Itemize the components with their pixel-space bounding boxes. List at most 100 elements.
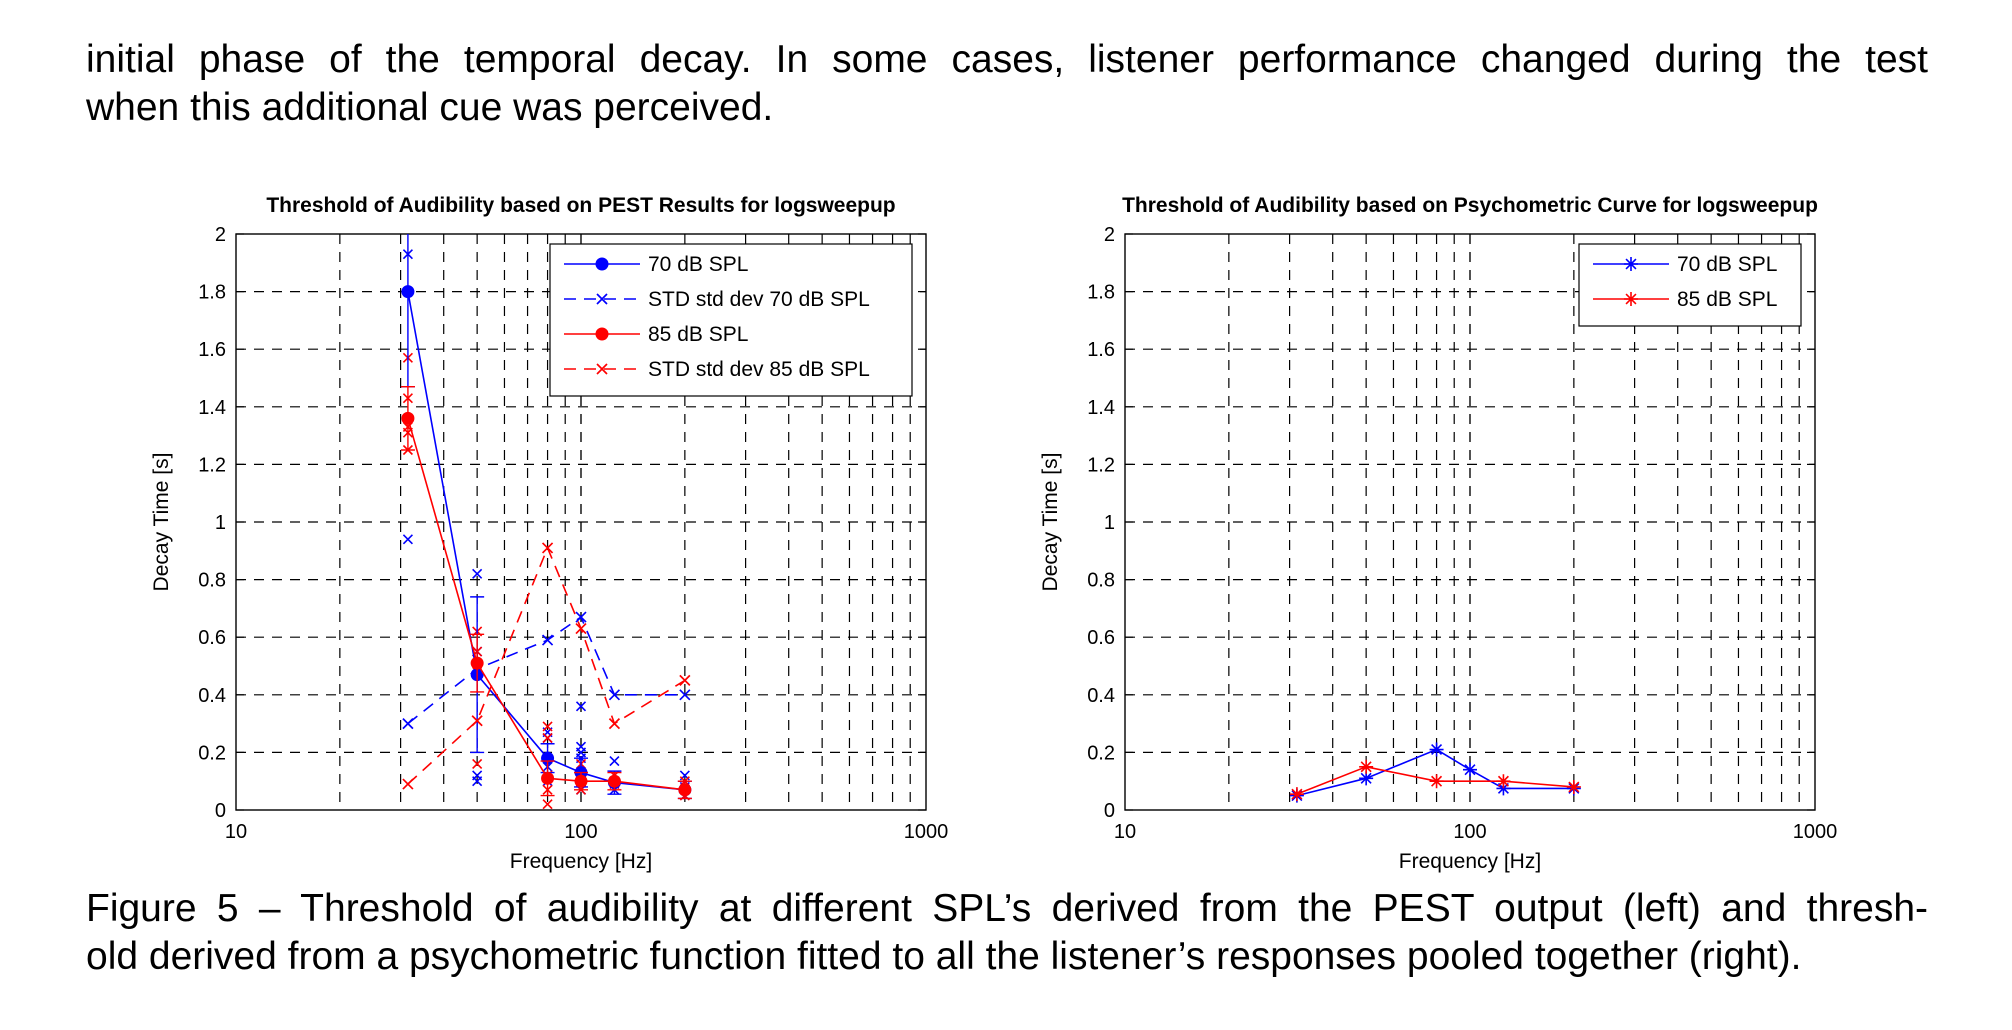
legend: 70 dB SPL STD std dev 70 dB SPL 85 dB SPL S… (549, 243, 913, 397)
x-tick-label: 1000 (1793, 821, 1838, 843)
data-point (608, 689, 621, 701)
legend-marker (595, 327, 609, 341)
chart-1: 0 0.2 0.4 0.6 0.8 1 1.2 1.4 1.6 1.8 2 10 100 1000 Thre… (150, 194, 948, 873)
y-tick-label: 0.8 (1087, 570, 1115, 592)
body-text-line-1: initial phase of the temporal decay. In … (86, 38, 1928, 81)
y-tick-label: 1.2 (1087, 454, 1115, 476)
series-line (407, 418, 685, 791)
series-line (407, 615, 685, 725)
data-point (575, 611, 587, 623)
scatter-point (472, 758, 483, 769)
scatter-point (542, 721, 553, 732)
series-4 (402, 542, 691, 790)
y-axis-label: Decay Time [s] (150, 453, 173, 592)
y-tick-label: 0.6 (1087, 627, 1115, 649)
legend-label: 85 dB SPL (1677, 288, 1777, 311)
series-line (407, 291, 685, 791)
data-point (574, 774, 588, 788)
body-paragraph: initial phase of the temporal decay. In … (86, 36, 1928, 132)
data-point (679, 674, 691, 687)
legend-label: STD std dev 85 dB SPL (648, 358, 870, 381)
x-axis-label: Frequency [Hz] (1399, 850, 1541, 873)
scatter-point (472, 568, 483, 579)
data-point (607, 774, 621, 788)
series-2 (402, 611, 691, 730)
series-3 (400, 385, 692, 800)
scatter-point (402, 534, 413, 545)
data-point (679, 689, 691, 701)
y-tick-label: 0.4 (198, 685, 226, 707)
data-point (1496, 781, 1511, 796)
plot-area (1289, 742, 1581, 803)
caption-line-2: old derived from a psychometric function… (86, 935, 1802, 978)
y-axis-label: Decay Time [s] (1039, 453, 1062, 592)
legend: 70 dB SPL 85 dB SPL (1578, 243, 1802, 327)
data-point (401, 285, 415, 299)
x-tick-label: 100 (1453, 821, 1486, 843)
x-tick-label: 100 (564, 821, 597, 843)
legend-box (1578, 243, 1802, 327)
y-tick-label: 0 (215, 800, 226, 822)
y-tick-label: 2 (215, 224, 226, 246)
chart-title: Threshold of Audibility based on PEST Re… (266, 194, 895, 217)
data-point (471, 715, 483, 727)
data-point (541, 634, 554, 646)
legend-marker (596, 363, 608, 375)
series-1 (1289, 742, 1581, 803)
series-line (407, 545, 686, 785)
data-point (575, 622, 587, 635)
data-point (1429, 774, 1444, 789)
data-point (541, 542, 554, 554)
data-point (402, 778, 414, 790)
legend-label: 85 dB SPL (648, 323, 748, 346)
x-tick-label: 1000 (904, 821, 949, 843)
body-text-line-2: when this additional cue was perceived. (86, 86, 774, 129)
data-point (608, 717, 621, 730)
data-point (1359, 759, 1374, 774)
y-tick-label: 1 (1104, 512, 1115, 534)
chart-title: Threshold of Audibility based on Psychom… (1122, 194, 1818, 217)
scatter-point (542, 732, 553, 744)
data-point (402, 717, 414, 730)
series-2 (1289, 759, 1581, 802)
y-tick-label: 1.4 (198, 397, 226, 419)
legend-marker (595, 257, 609, 271)
data-point (541, 771, 555, 785)
y-tick-label: 1.8 (1087, 282, 1115, 304)
y-tick-label: 0 (1104, 800, 1115, 822)
scatter-point (609, 755, 620, 767)
y-tick-label: 1.6 (1087, 339, 1115, 361)
legend-label: 70 dB SPL (648, 253, 748, 276)
data-point (1496, 774, 1511, 789)
caption-line-1: Figure 5 – Threshold of audibility at di… (86, 887, 1928, 930)
y-tick-label: 0.4 (1087, 685, 1115, 707)
data-point (401, 411, 415, 425)
y-tick-label: 0.2 (1087, 742, 1115, 764)
y-tick-label: 1 (215, 512, 226, 534)
data-point (1359, 771, 1374, 786)
legend-box (549, 243, 913, 397)
y-tick-label: 1.6 (198, 339, 226, 361)
figure-caption: Figure 5 – Threshold of audibility at di… (86, 885, 1928, 981)
chart-grid (1125, 234, 1815, 810)
legend-marker (596, 293, 608, 305)
legend-label: STD std dev 70 dB SPL (648, 288, 870, 311)
y-tick-label: 0.8 (198, 570, 226, 592)
y-tick-label: 1.2 (198, 454, 226, 476)
data-point (1463, 762, 1477, 777)
chart-2: 0 0.2 0.4 0.6 0.8 1 1.2 1.4 1.6 1.8 2 10 100 1000 Thre… (1039, 194, 1837, 873)
x-tick-label: 10 (1114, 821, 1136, 843)
scatter-point (575, 701, 587, 712)
legend-marker (1624, 257, 1638, 271)
data-point (1289, 787, 1304, 802)
legend-marker (1624, 292, 1638, 306)
series-line (1296, 748, 1574, 797)
data-point (678, 783, 692, 797)
data-point (1566, 779, 1581, 794)
y-tick-label: 1.8 (198, 282, 226, 304)
y-tick-label: 2 (1104, 224, 1115, 246)
scatter-point (542, 799, 553, 810)
data-point (470, 656, 484, 670)
scatter-point (472, 776, 483, 787)
